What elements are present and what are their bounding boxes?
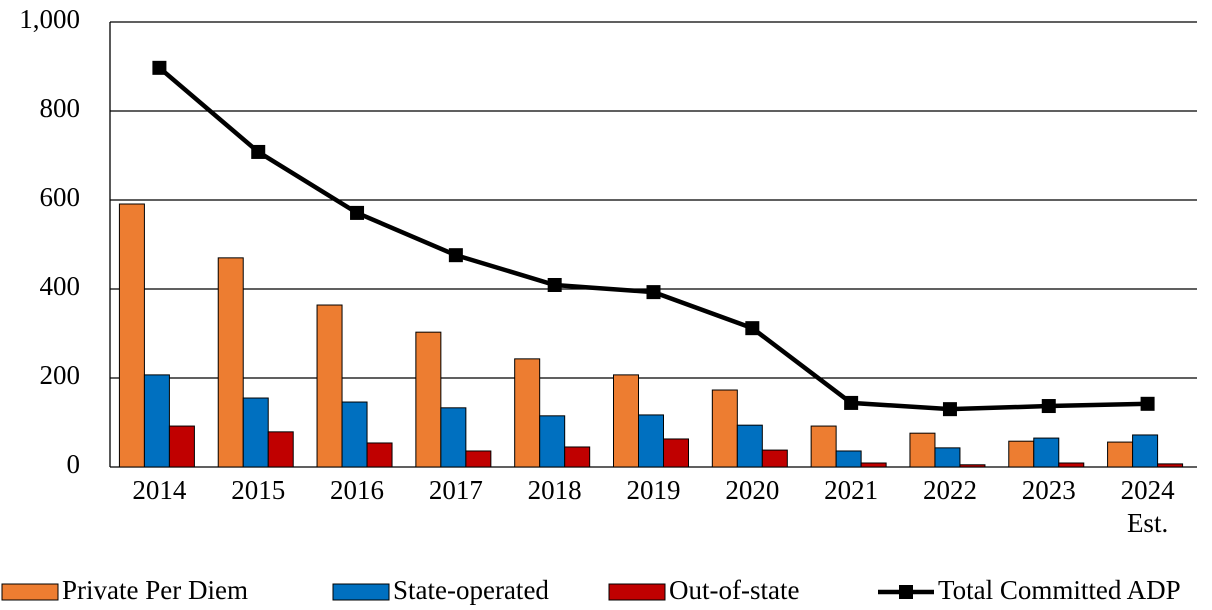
bar — [514, 358, 541, 468]
line-marker — [1140, 396, 1155, 411]
legend-label: Total Committed ADP — [938, 575, 1181, 605]
x-tick-label: 2021 — [824, 475, 879, 505]
legend-swatch — [608, 583, 666, 601]
line-marker — [251, 144, 266, 159]
bar — [613, 374, 639, 468]
y-tick-label: 800 — [40, 93, 81, 123]
bar — [539, 415, 566, 468]
bar — [1157, 463, 1184, 468]
bar — [341, 401, 368, 468]
bar — [564, 446, 591, 468]
line-marker — [448, 248, 463, 263]
x-tick-label: 2015 — [231, 475, 286, 505]
bar — [736, 424, 763, 468]
bar — [1107, 441, 1134, 468]
bar — [1132, 434, 1159, 468]
bar — [440, 407, 467, 468]
line-marker — [844, 395, 859, 410]
legend-label: Private Per Diem — [62, 575, 248, 605]
x-tick-label: 2016 — [330, 475, 385, 505]
bar — [909, 432, 936, 468]
y-tick-label: 400 — [40, 271, 81, 301]
y-tick-label: 600 — [40, 182, 81, 212]
y-tick-label: 0 — [67, 449, 81, 479]
bar — [810, 425, 837, 468]
bar — [959, 464, 986, 468]
x-tick-label: 2017 — [428, 475, 483, 505]
x-tick-label: 2020 — [725, 475, 780, 505]
x-tick-label: 2023 — [1021, 475, 1076, 505]
line-marker — [1041, 399, 1056, 414]
line-marker — [547, 277, 562, 292]
y-tick-label: 200 — [40, 360, 81, 390]
bar — [118, 203, 145, 468]
bar — [168, 425, 195, 468]
bar — [663, 438, 689, 468]
bar — [1008, 440, 1035, 468]
x-tick-label: 2014 — [132, 475, 187, 505]
legend-swatch — [332, 583, 390, 601]
bar — [711, 389, 738, 468]
bar — [1033, 437, 1060, 468]
line-marker — [942, 402, 957, 417]
line-marker — [646, 285, 661, 300]
bar — [638, 414, 664, 468]
x-tick-label: 2024 Est. — [1120, 475, 1175, 538]
x-tick-label: 2022 — [922, 475, 977, 505]
x-tick-label: 2018 — [527, 475, 582, 505]
bar — [835, 450, 862, 468]
bar — [761, 449, 788, 468]
legend-label: Out-of-state — [669, 575, 799, 605]
bar — [934, 447, 961, 468]
bar — [143, 374, 170, 468]
bar — [415, 331, 442, 468]
y-tick-label: 1,000 — [19, 4, 80, 34]
legend-swatch — [1, 583, 59, 601]
bar — [242, 397, 269, 468]
line — [157, 66, 1148, 412]
legend-label: State-operated — [393, 575, 549, 605]
line-marker — [350, 205, 365, 220]
line-marker — [152, 60, 167, 75]
line-marker — [745, 321, 760, 336]
x-tick-label: 2019 — [626, 475, 681, 505]
bar — [267, 431, 294, 468]
bar — [217, 257, 244, 468]
bar — [465, 450, 492, 468]
bar — [860, 462, 887, 468]
bar — [366, 442, 393, 468]
bar — [1058, 462, 1085, 468]
legend-marker — [899, 585, 913, 599]
bar — [316, 304, 343, 468]
